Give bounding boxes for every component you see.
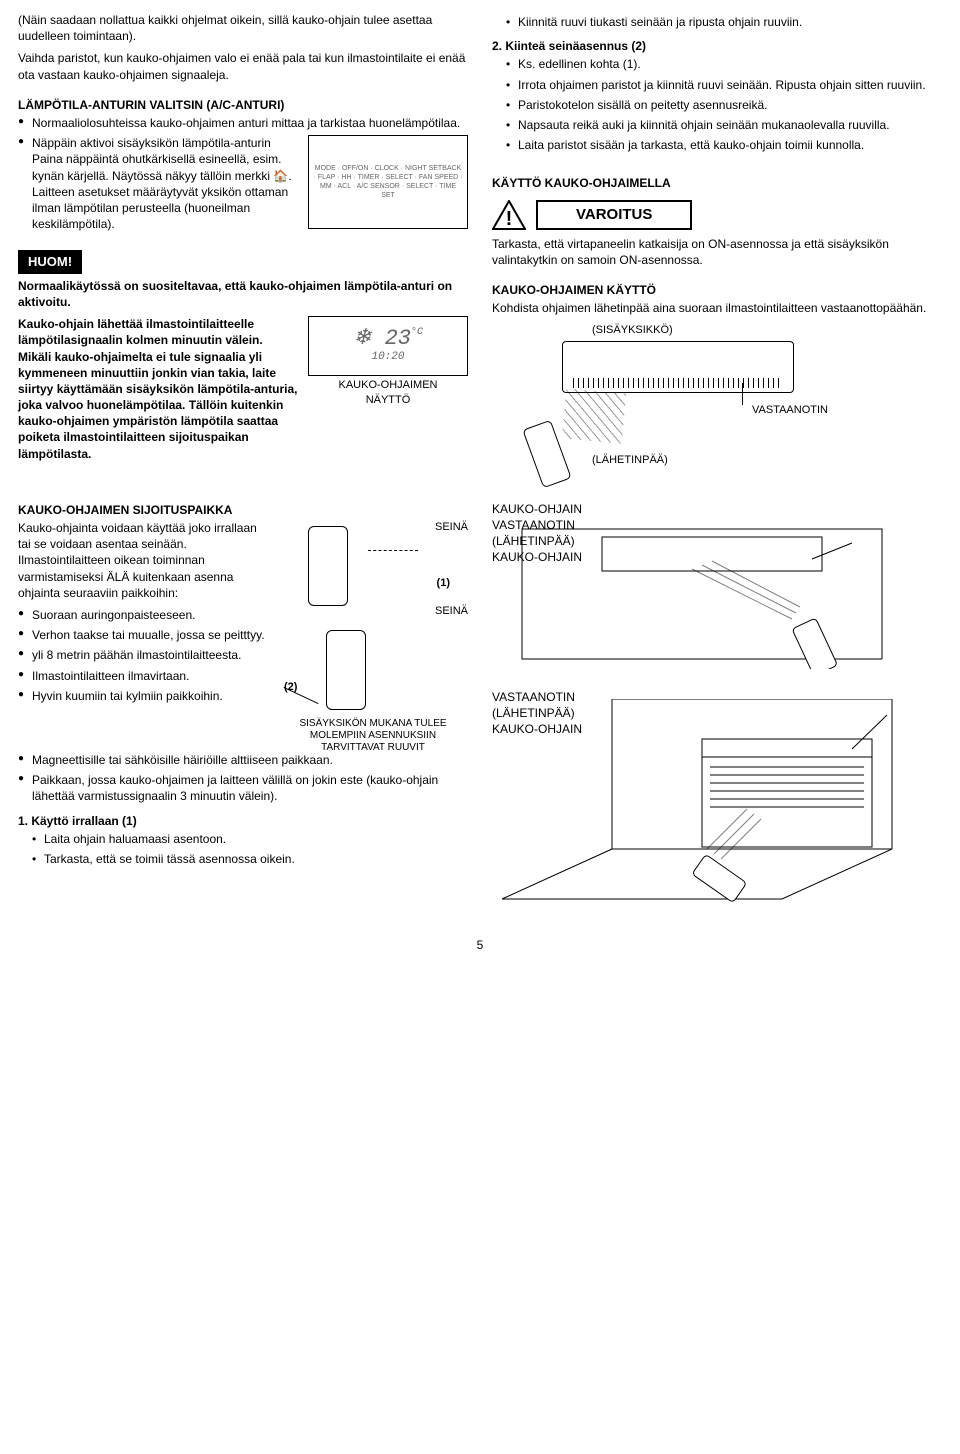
sensor-bullet-2: Näppäin aktivoi sisäyksikön lämpötila-an… <box>18 135 468 232</box>
placement-bullets: Suoraan auringonpaisteeseen. Verhon taak… <box>18 607 270 704</box>
heading-placement: KAUKO-OHJAIMEN SIJOITUSPAIKKA <box>18 502 468 518</box>
placement-bullets-cont: Magneettisille tai sähköisille häiriöill… <box>18 752 468 805</box>
top-sub-bullet-item: Kiinnitä ruuvi tiukasti seinään ja ripus… <box>506 14 942 30</box>
sensor-bullet-1: Normaaliolosuhteissa kauko-ohjaimen antu… <box>18 115 468 131</box>
page: (Näin saadaan nollattua kaikki ohjelmat … <box>18 12 942 919</box>
wall-label-top: SEINÄ <box>435 520 468 535</box>
step-1-b: Tarkasta, että se toimii tässä asennossa… <box>32 851 468 867</box>
remote-panel-labels: MODE · OFF/ON · CLOCK · NIGHT SETBACK · … <box>309 160 467 204</box>
sensor-bullets: Normaaliolosuhteissa kauko-ohjaimen antu… <box>18 115 468 232</box>
floor-unit-svg-icon <box>492 699 912 909</box>
placement-bullet-0: Suoraan auringonpaisteeseen. <box>18 607 270 623</box>
step-2-c: Paristokotelon sisällä on peitetty asenn… <box>506 97 942 113</box>
display-caption-1: KAUKO-OHJAIMEN <box>308 378 468 393</box>
step-2-a: Ks. edellinen kohta (1). <box>506 56 942 72</box>
step-2-b: Irrota ohjaimen paristot ja kiinnitä ruu… <box>506 77 942 93</box>
intro-para-1: (Näin saadaan nollattua kaikki ohjelmat … <box>18 12 468 44</box>
signal-para-a: Kauko-ohjain lähettää ilmastointilaittee… <box>18 317 263 347</box>
wall-unit-figure: (SISÄYKSIKKÖ) VASTAANOTIN (LÄHETINPÄÄ) <box>492 323 942 493</box>
screw-line-1-icon <box>368 550 418 551</box>
receiver-label-1: VASTAANOTIN <box>752 403 828 418</box>
step-2-d: Napsauta reikä auki ja kiinnitä ohjain s… <box>506 117 942 133</box>
display-description: Kauko-ohjain lähettää ilmastointilaittee… <box>18 316 468 462</box>
placement-bullet-5: Magneettisille tai sähköisille häiriöill… <box>18 752 468 768</box>
heading-remote-use: KAUKO-OHJAIMEN KÄYTTÖ <box>492 282 942 298</box>
svg-text:!: ! <box>506 208 513 230</box>
remote-icon-1 <box>532 423 562 485</box>
warning-triangle-icon: ! <box>492 200 526 230</box>
step-1-sub: Laita ohjain haluamaasi asentoon. Tarkas… <box>32 831 468 867</box>
signal-waves-icon <box>562 388 626 443</box>
signal-para-b: Mikäli kauko-ohjaimelta ei tule signaali… <box>18 350 297 461</box>
louver-icon <box>573 378 783 388</box>
wall-unit-icon <box>562 341 794 393</box>
remote-outline-2-icon <box>326 630 366 710</box>
heading-sensor-selector: LÄMPÖTILA-ANTURIN VALITSIN (A/C-ANTURI) <box>18 97 468 113</box>
placement-bullet-4: Hyvin kuumiin tai kylmiin paikkoihin. <box>18 688 270 704</box>
step-1-heading: 1. Käyttö irrallaan (1) <box>18 813 468 829</box>
mount-num-1: (1) <box>437 576 450 591</box>
kauko-label-1: KAUKO-OHJAIN <box>492 501 942 517</box>
remote-panel-diagram: MODE · OFF/ON · CLOCK · NIGHT SETBACK · … <box>308 135 468 231</box>
left-column: (Näin saadaan nollattua kaikki ohjelmat … <box>18 12 468 919</box>
display-temp: 23 <box>385 326 411 351</box>
placement-bullet-2: yli 8 metrin päähän ilmastointilaitteest… <box>18 647 270 663</box>
placement-bullet-1: Verhon taakse tai muualle, jossa se peit… <box>18 627 270 643</box>
intro-para-2: Vaihda paristot, kun kauko-ohjaimen valo… <box>18 50 468 82</box>
placement-row: Kauko-ohjainta voidaan käyttää joko irra… <box>18 520 468 750</box>
placement-bullet-3: Ilmastointilaitteen ilmavirtaan. <box>18 668 270 684</box>
screw-caption: SISÄYKSIKÖN MUKANA TULEE MOLEMPIIN ASENN… <box>278 718 468 754</box>
step-2-e: Laita paristot sisään ja tarkasta, että … <box>506 137 942 153</box>
sensor-bullet-2-title: Näppäin aktivoi sisäyksikön lämpötila-an… <box>32 136 271 150</box>
ceiling-unit-svg-icon <box>492 519 912 669</box>
step-2-sub: Ks. edellinen kohta (1). Irrota ohjaimen… <box>506 56 942 153</box>
transmitter-label-1: (LÄHETINPÄÄ) <box>592 453 668 468</box>
step-2-heading: 2. Kiinteä seinäasennus (2) <box>492 38 942 54</box>
right-column: Kiinnitä ruuvi tiukasti seinään ja ripus… <box>492 12 942 919</box>
floor-unit-figure: VASTAANOTIN <box>492 689 942 919</box>
warning-label: VAROITUS <box>536 200 692 230</box>
warning-row: ! VAROITUS <box>492 200 942 230</box>
placement-text: Kauko-ohjainta voidaan käyttää joko irra… <box>18 520 270 601</box>
remote-display-figure: ❄ 23°C 10:20 KAUKO-OHJAIMEN NÄYTTÖ <box>308 316 468 408</box>
remote-outline-1-icon <box>308 526 348 606</box>
heading-use-remote: KÄYTTÖ KAUKO-OHJAIMELLA <box>492 175 942 191</box>
placement-bullet-6: Paikkaan, jossa kauko-ohjaimen ja laitte… <box>18 772 468 804</box>
page-number: 5 <box>18 937 942 953</box>
warning-text: Tarkasta, että virtapaneelin katkaisija … <box>492 236 942 268</box>
display-caption-2: NÄYTTÖ <box>308 393 468 408</box>
note-badge: HUOM! <box>18 250 82 274</box>
step-1-a: Laita ohjain haluamaasi asentoon. <box>32 831 468 847</box>
ceiling-unit-figure: KAUKO-OHJAIN VASTAANOTIN (LÄHETINPÄÄ) KA… <box>492 501 942 681</box>
remote-use-text: Kohdista ohjaimen lähetinpää aina suoraa… <box>492 300 942 316</box>
receiver-pointer-icon <box>742 383 743 405</box>
note-text: Normaalikäytössä on suositeltavaa, että … <box>18 278 468 310</box>
wall-label-bottom: SEINÄ <box>435 604 468 619</box>
indoor-unit-label: (SISÄYKSIKKÖ) <box>592 323 673 338</box>
display-unit: °C <box>411 327 423 338</box>
display-time: 10:20 <box>371 350 404 365</box>
top-sub-bullet: Kiinnitä ruuvi tiukasti seinään ja ripus… <box>506 14 942 30</box>
mounting-diagram: SEINÄ (1) SEINÄ (2) SISÄYKSIKÖN MUKANA T… <box>278 520 468 750</box>
screw-line-2-icon <box>284 687 319 704</box>
sensor-bullet-2-text: Paina näppäintä ohutkärkisellä esineellä… <box>32 152 292 231</box>
